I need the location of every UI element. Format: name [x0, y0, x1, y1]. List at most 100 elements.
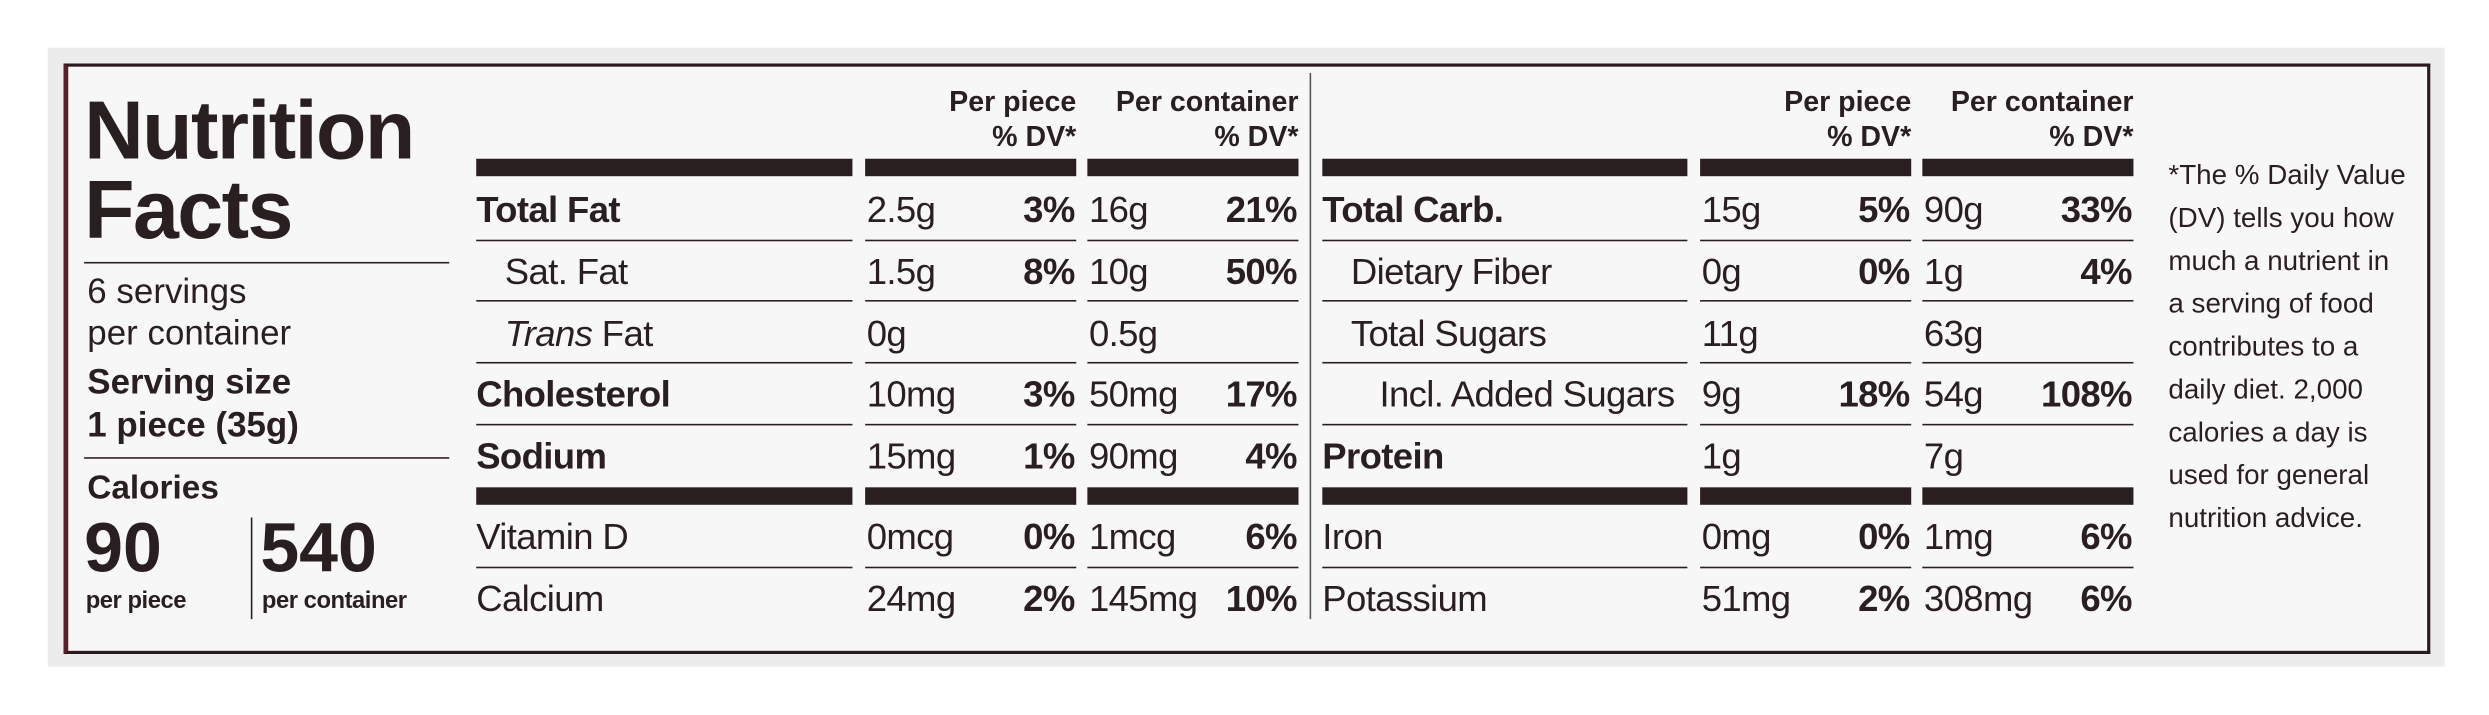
column-header: Per container	[1115, 85, 1299, 118]
rule	[84, 261, 450, 264]
thick-bar	[1922, 158, 2134, 177]
rule	[1700, 423, 1912, 426]
rule	[1087, 361, 1299, 364]
rule	[1700, 239, 1912, 242]
row-name: Protein	[1322, 434, 1444, 477]
row-name: Total Sugars	[1350, 312, 1547, 354]
amount: 63g	[1923, 312, 1984, 354]
daily-value: 6%	[2080, 515, 2132, 558]
amount: 54g	[1923, 373, 1984, 415]
thick-bar	[865, 158, 1077, 177]
rule	[1922, 566, 2134, 569]
rule	[1700, 300, 1912, 302]
rule	[1922, 361, 2134, 364]
row-name: Total Fat	[476, 188, 620, 231]
amount: 11g	[1701, 312, 1759, 354]
daily-value: 21%	[1225, 188, 1298, 231]
rule	[1322, 423, 1688, 426]
daily-value: 8%	[1023, 250, 1075, 293]
daily-value: 17%	[1225, 373, 1298, 415]
amount: 90mg	[1088, 434, 1178, 477]
daily-value: 18%	[1838, 373, 1910, 415]
amount: 1g	[1701, 434, 1742, 477]
amount: 2.5g	[866, 188, 936, 231]
amount: 1.5g	[866, 250, 936, 293]
row-name: Dietary Fiber	[1350, 250, 1552, 293]
daily-value: 2%	[1023, 577, 1075, 620]
amount: 51mg	[1701, 577, 1791, 620]
thick-bar	[476, 487, 853, 505]
thick-bar	[1322, 487, 1688, 505]
calories-unit: per piece	[85, 587, 187, 615]
divider	[1309, 73, 1312, 620]
daily-value: 0%	[1858, 250, 1910, 293]
rule	[1322, 300, 1688, 302]
row-name: Trans Fat	[505, 310, 653, 358]
column-header: Per piece	[1784, 85, 1912, 118]
thick-bar	[1087, 158, 1299, 177]
amount: 0.5g	[1088, 312, 1158, 354]
amount: 16g	[1088, 188, 1149, 231]
rule	[1922, 423, 2134, 426]
rule	[1700, 566, 1912, 569]
rule	[1087, 423, 1299, 426]
amount: 145mg	[1088, 577, 1198, 620]
calories-label: Calories	[87, 469, 219, 507]
rule	[1700, 361, 1912, 364]
calories-value: 540	[260, 509, 377, 588]
rule	[865, 361, 1077, 364]
calories-unit: per container	[261, 587, 407, 615]
column-header: % DV*	[992, 120, 1077, 153]
row-name: Sat. Fat	[504, 250, 628, 293]
rule	[1322, 566, 1688, 569]
daily-value: 5%	[1858, 188, 1910, 231]
row-name: Incl. Added Sugars	[1379, 373, 1675, 415]
column-header: % DV*	[1827, 120, 1912, 153]
daily-value: 33%	[2060, 188, 2133, 231]
amount: 1mcg	[1088, 515, 1176, 558]
daily-value: 0%	[1023, 515, 1075, 558]
row-name: Iron	[1322, 515, 1383, 558]
rule	[865, 566, 1077, 569]
row-name: Total Carb.	[1322, 188, 1504, 231]
thick-bar	[1922, 487, 2134, 505]
amount: 15mg	[866, 434, 956, 477]
thick-bar	[476, 158, 853, 177]
column-header: Per container	[1950, 85, 2134, 118]
daily-value: 3%	[1023, 373, 1075, 415]
rule	[1087, 300, 1299, 302]
row-name: Vitamin D	[476, 515, 629, 558]
rule	[476, 566, 853, 569]
amount: 90g	[1923, 188, 1984, 231]
row-name: Sodium	[476, 434, 607, 477]
daily-value: 1%	[1023, 434, 1075, 477]
thick-bar	[1322, 158, 1688, 177]
title: Nutrition	[84, 85, 415, 178]
amount: 7g	[1923, 434, 1964, 477]
thick-bar	[865, 487, 1077, 505]
rule	[865, 423, 1077, 426]
daily-value: 50%	[1225, 250, 1298, 293]
amount: 0mcg	[866, 515, 954, 558]
amount: 0g	[1701, 250, 1742, 293]
daily-value: 3%	[1023, 188, 1075, 231]
amount: 15g	[1701, 188, 1762, 231]
row-name-italic: Trans	[504, 312, 593, 354]
footnote: *The % Daily Value (DV) tells you how mu…	[2168, 158, 2406, 534]
daily-value: 10%	[1225, 577, 1298, 620]
amount: 1g	[1923, 250, 1964, 293]
rule	[865, 300, 1077, 302]
amount: 50mg	[1088, 373, 1178, 415]
amount: 10mg	[866, 373, 956, 415]
title: Facts	[84, 165, 293, 258]
thick-bar	[1087, 487, 1299, 505]
daily-value: 6%	[1245, 515, 1297, 558]
amount: 0mg	[1701, 515, 1772, 558]
amount: 24mg	[866, 577, 956, 620]
thick-bar	[1700, 487, 1912, 505]
row-name: Fat	[601, 312, 653, 354]
row-name: Cholesterol	[476, 373, 671, 415]
column-header: Per piece	[949, 85, 1077, 118]
rule	[476, 300, 853, 302]
divider	[250, 517, 253, 620]
